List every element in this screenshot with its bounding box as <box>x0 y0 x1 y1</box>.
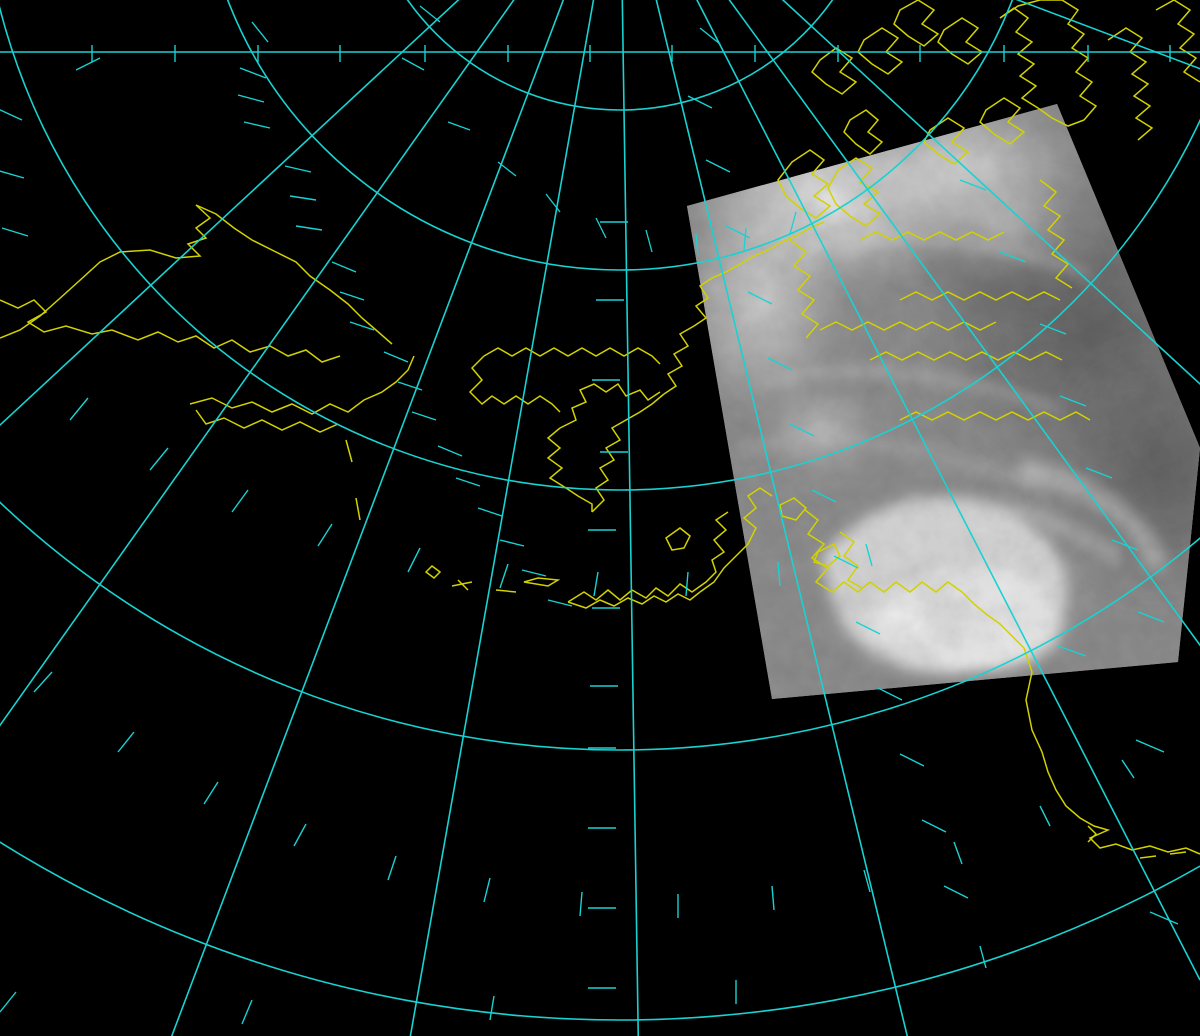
coast-interior-2 <box>869 351 1063 361</box>
coast-interior-3 <box>899 411 1091 421</box>
coast-island-1 <box>1139 855 1157 859</box>
coast-alaska-peninsula <box>567 511 729 603</box>
coast-greenland-s <box>1037 107 1085 127</box>
coast-aleutian-3 <box>424 565 442 579</box>
coast-banks-island <box>777 149 832 219</box>
parallel-50N <box>0 501 1200 751</box>
coast-aleutian-2 <box>355 497 361 521</box>
coast-arch-5 <box>923 117 970 165</box>
parallel-60N <box>0 4 1200 491</box>
coast-nunavut-e <box>1155 0 1200 83</box>
parallel-80N <box>406 0 834 111</box>
meridian-150W <box>621 0 640 1036</box>
coast-island-2 <box>1169 851 1187 855</box>
meridian-60W <box>1015 0 1200 70</box>
coast-qci <box>812 542 841 567</box>
coast-mackenzie <box>859 231 1005 241</box>
coast-greenland-west <box>999 7 1039 109</box>
graticule-ticks <box>0 5 1179 1025</box>
coast-us-west <box>1023 647 1200 855</box>
coast-alaska-sewardpen <box>559 382 661 429</box>
coast-hudson-nw <box>1039 179 1073 289</box>
coast-aleutian-6 <box>523 577 561 587</box>
parallel-70N <box>226 0 1014 271</box>
coast-siberia-lower <box>0 299 341 363</box>
coast-alaska-nw <box>468 355 561 413</box>
coast-alaska-west <box>591 393 665 513</box>
coast-arch-2 <box>857 27 904 75</box>
coast-ellesmere <box>1107 27 1154 141</box>
coast-bc-inner <box>819 321 997 331</box>
coastline-layer <box>0 0 1200 859</box>
coast-alaska-south <box>699 487 773 593</box>
coast-arch-3 <box>893 0 940 47</box>
meridian-90W <box>781 0 1200 386</box>
meridian-105W <box>728 0 1200 647</box>
coast-us-west-bay <box>1087 825 1098 843</box>
coast-victoria-island <box>827 157 882 227</box>
coast-beaufort <box>711 221 825 279</box>
meridian-180 <box>170 0 565 1036</box>
meridian-135W <box>655 0 909 1036</box>
coast-alaska-brooks <box>483 347 661 365</box>
coast-arch-6 <box>979 97 1026 145</box>
meridian-150E <box>0 0 460 427</box>
coast-interior-1 <box>789 239 820 339</box>
coast-aleutian-7 <box>495 589 517 593</box>
coast-bcpanhandle <box>804 509 1025 649</box>
meridian-165E <box>0 0 515 727</box>
coast-alaska-north <box>663 277 713 395</box>
coast-alaska-kodiak <box>665 527 691 551</box>
coast-greenland-north <box>999 0 1062 19</box>
coast-bc-north <box>899 291 1061 301</box>
coast-siberia-north <box>195 204 393 345</box>
coast-aleutian-1 <box>345 439 353 463</box>
coast-chukotka <box>0 204 212 339</box>
coast-arch-7 <box>843 109 884 155</box>
coast-norton <box>546 427 593 512</box>
coast-kamchatka-east <box>195 409 339 433</box>
coast-kamchatka <box>189 355 415 415</box>
meridian-120W <box>696 0 1200 981</box>
coast-aleutian-5 <box>457 579 469 591</box>
coast-bcpanhandle-inner <box>839 531 863 589</box>
coast-alaska-bristol <box>567 591 701 609</box>
meridian-165W <box>409 0 595 1036</box>
